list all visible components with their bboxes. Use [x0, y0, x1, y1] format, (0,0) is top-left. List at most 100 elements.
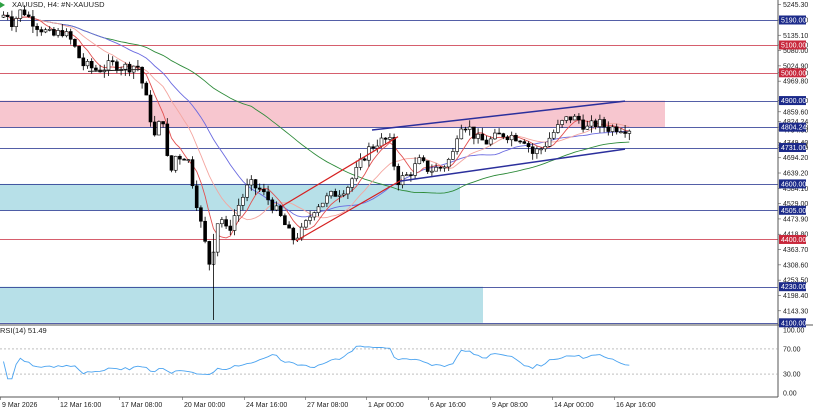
candle-body — [316, 206, 321, 213]
price-label-box — [779, 205, 806, 215]
price-label-box — [779, 318, 806, 328]
price-label-text: 5190.00 — [781, 18, 806, 25]
candle-body — [73, 39, 77, 47]
candle-body — [329, 191, 333, 197]
time-tick-label: 16 Apr 16:00 — [616, 402, 656, 408]
candle-body — [127, 63, 132, 73]
price-label-text: 4600.00 — [781, 181, 806, 188]
candle-body — [274, 205, 279, 211]
candle-body — [472, 126, 476, 139]
price-label-box — [779, 179, 806, 189]
candle-body — [614, 126, 619, 133]
candle-body — [178, 155, 182, 160]
price-label-box — [779, 96, 806, 106]
candle-body — [593, 120, 598, 127]
wedge-lower-line[interactable] — [399, 148, 626, 182]
price-label-box — [779, 143, 806, 153]
price-tick-label: 4529.00 — [783, 201, 808, 208]
candle-body — [43, 29, 48, 33]
price-tick-label: 4198.40 — [783, 293, 808, 300]
candle-body — [388, 137, 392, 140]
price-tick-label: 4253.50 — [783, 278, 808, 285]
candle-body — [68, 31, 73, 40]
candle-body — [623, 131, 627, 134]
time-tick-label: 12 Mar 16:00 — [60, 402, 101, 408]
candle-body — [148, 94, 153, 123]
candle-body — [409, 174, 413, 176]
candle-body — [404, 174, 409, 176]
candle-body — [140, 66, 144, 84]
time-tick-label: 9 Apr 08:00 — [492, 402, 528, 408]
price-tick-label: 4473.90 — [783, 216, 808, 223]
candle-body — [581, 119, 585, 130]
candle-body — [505, 136, 510, 141]
candle-body — [283, 215, 287, 226]
candle-body — [610, 126, 615, 132]
candle-body — [572, 115, 577, 121]
candle-body — [123, 63, 128, 70]
wedge-upper-line[interactable] — [371, 100, 626, 131]
candle-body — [194, 185, 199, 208]
candle-body — [459, 128, 464, 140]
price-label-text: 5000.00 — [781, 70, 806, 77]
candle-body — [446, 159, 451, 168]
candle-body — [430, 170, 434, 173]
price-label-text: 4400.00 — [781, 237, 806, 244]
channel-lower-line[interactable] — [295, 179, 403, 242]
ma-mid-line — [3, 14, 630, 221]
candle-body — [207, 241, 212, 265]
candle-body — [136, 65, 140, 68]
price-tick-label: 4584.10 — [783, 186, 808, 193]
candle-body — [291, 227, 296, 241]
minor-trendline[interactable] — [87, 68, 141, 72]
candle-body — [165, 123, 170, 156]
time-tick-label: 1 Apr 00:00 — [368, 402, 404, 408]
candle-body — [161, 121, 165, 125]
price-tick-label: 4308.60 — [783, 262, 808, 269]
zone-support-2 — [0, 286, 483, 323]
candle-body — [413, 163, 417, 176]
candle-body — [606, 126, 611, 132]
candle-body — [245, 184, 249, 198]
candle-body — [392, 137, 396, 167]
candle-body — [270, 199, 275, 211]
candle-body — [535, 148, 539, 154]
candle-body — [333, 191, 338, 197]
price-label-text: 4900.00 — [781, 98, 806, 105]
candle-body — [589, 120, 594, 127]
candle-body — [77, 46, 81, 59]
candle-body — [602, 119, 606, 128]
price-tick-label: 5080.00 — [783, 48, 808, 55]
trendlines[interactable] — [87, 68, 626, 242]
candle-body — [182, 158, 186, 161]
candle-body — [14, 18, 18, 27]
candle-body — [467, 126, 472, 130]
price-label-box — [779, 15, 806, 25]
price-label-text: 4505.00 — [781, 208, 806, 215]
rsi-tick-label: 30.00 — [783, 372, 801, 379]
candle-body — [224, 219, 228, 227]
candle-body — [484, 139, 489, 145]
candle-body — [228, 225, 233, 231]
price-level-labels: 5190.00 5100.00 5000.00 4900.00 4804.24 4731.… — [779, 15, 806, 328]
candle-body — [518, 140, 522, 143]
candle-body — [115, 61, 119, 71]
candle-body — [39, 29, 44, 33]
candle-body — [1, 14, 6, 18]
channel-upper-line[interactable] — [281, 136, 399, 207]
candle-body — [304, 220, 308, 228]
candle-body — [514, 134, 518, 142]
candle-body — [560, 120, 564, 125]
candle-body — [106, 60, 111, 71]
candle-body — [320, 202, 325, 208]
price-tick-label: 5245.30 — [783, 2, 808, 9]
price-tick-label: 4694.20 — [783, 155, 808, 162]
price-label-box — [779, 234, 806, 244]
price-label-text: 5100.00 — [781, 43, 806, 50]
price-label-text: 4100.00 — [781, 320, 806, 327]
candle-body — [425, 160, 430, 172]
ma-long-line — [3, 14, 630, 194]
price-tick-label: 4859.60 — [783, 109, 808, 116]
candle-body — [497, 132, 501, 135]
